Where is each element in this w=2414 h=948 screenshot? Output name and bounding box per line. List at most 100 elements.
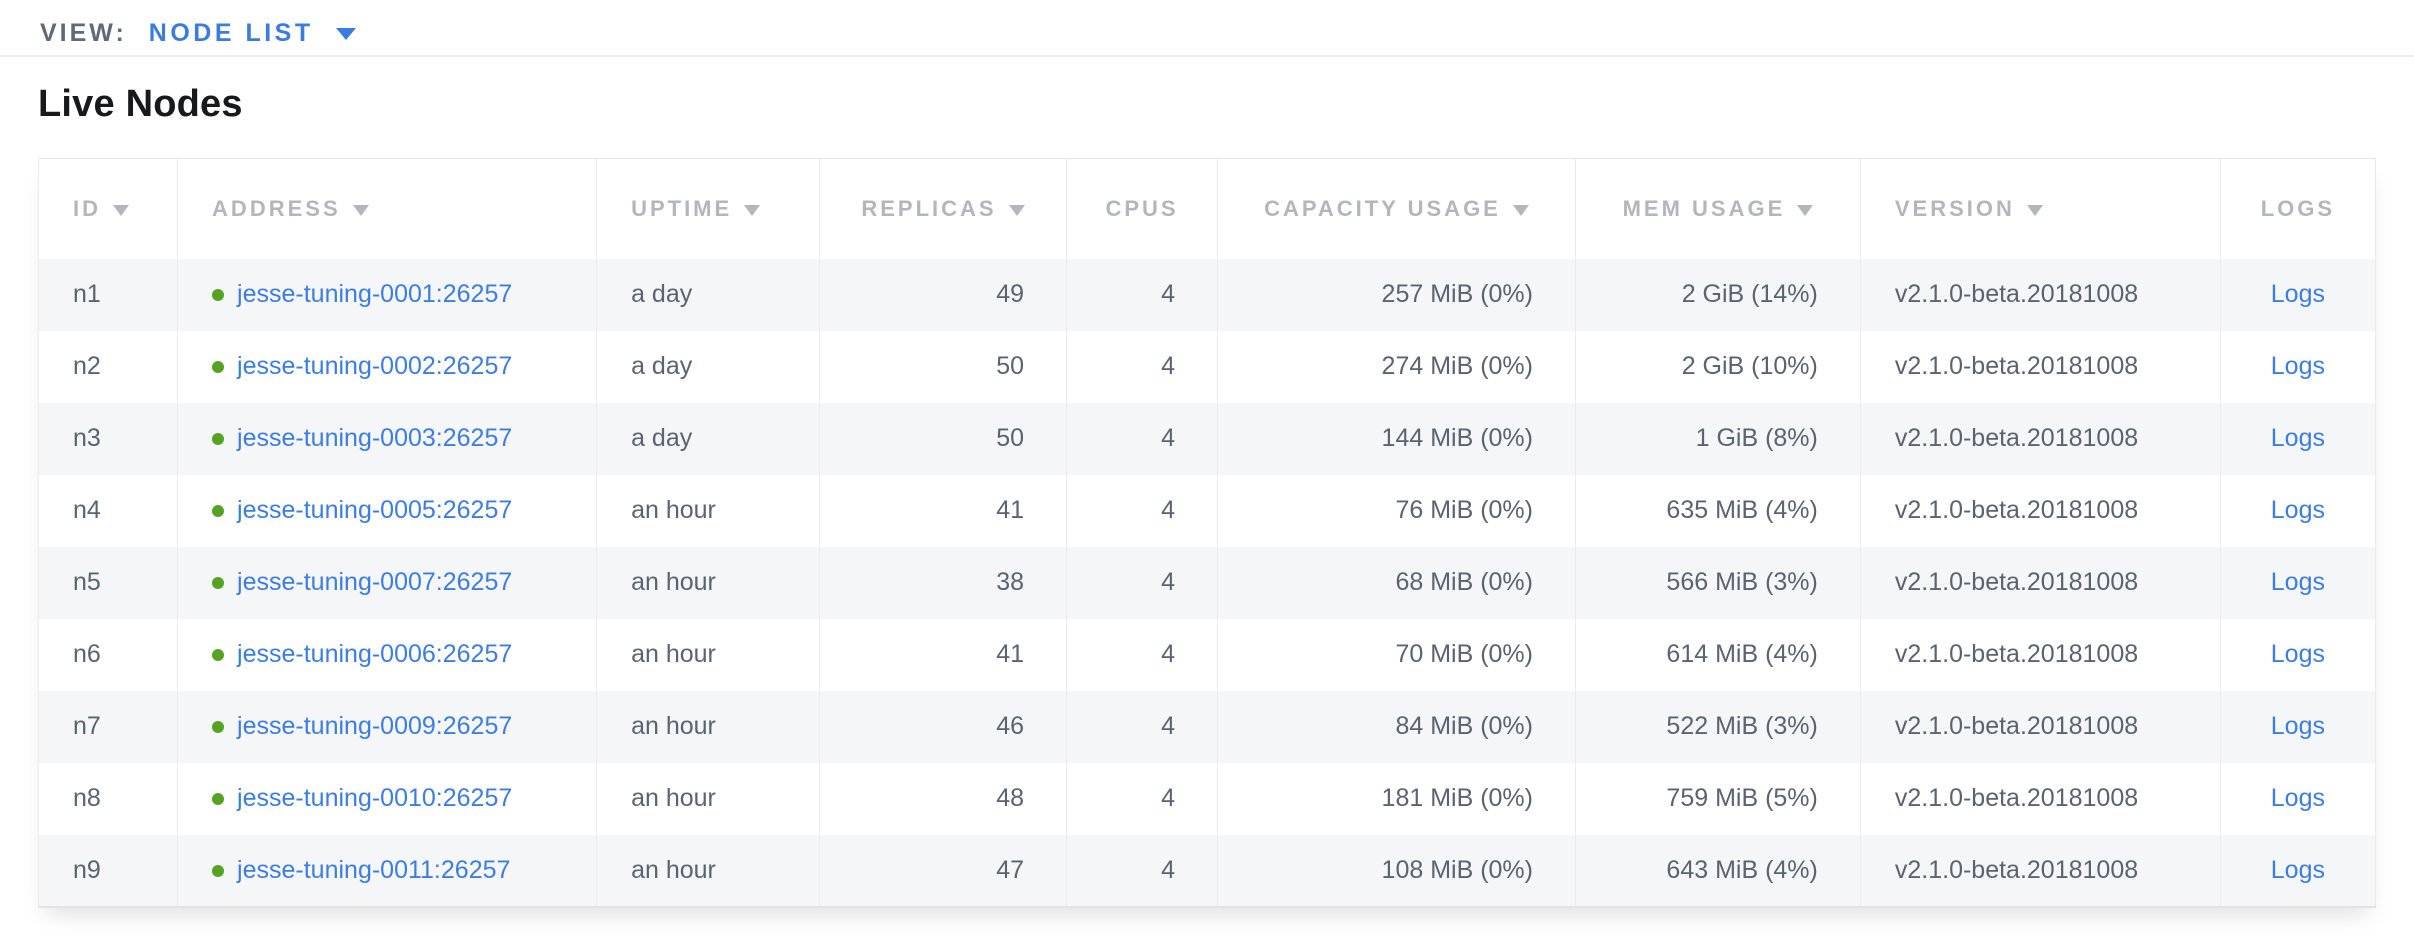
table-header-row: ID ADDRESS UPTIME REPLICAS CPUS CAPACITY…: [37, 158, 2377, 259]
logs-link[interactable]: Logs: [2270, 640, 2325, 668]
sort-arrow-icon: [1008, 204, 1025, 216]
node-address-cell: jesse-tuning-0006:26257: [177, 618, 598, 691]
column-header-id[interactable]: ID: [37, 158, 179, 259]
table-row: n3 jesse-tuning-0003:26257 a day 50 4 14…: [37, 402, 2377, 475]
column-header-mem-usage[interactable]: MEM USAGE: [1575, 158, 1861, 259]
column-header-address[interactable]: ADDRESS: [177, 158, 598, 259]
uptime-cell: a day: [596, 330, 820, 403]
cpus-cell: 4: [1066, 402, 1218, 475]
cpus-cell: 4: [1066, 258, 1218, 331]
cpus-cell: 4: [1066, 690, 1218, 763]
replicas-cell: 46: [818, 690, 1068, 763]
replicas-cell: 47: [818, 834, 1068, 907]
version-cell: v2.1.0-beta.20181008: [1859, 546, 2221, 619]
cpus-cell: 4: [1066, 546, 1218, 619]
logs-link[interactable]: Logs: [2270, 352, 2325, 380]
view-selected-value: NODE LIST: [148, 19, 314, 47]
replicas-cell: 38: [818, 546, 1068, 619]
column-header-replicas[interactable]: REPLICAS: [818, 158, 1068, 259]
capacity-usage-cell: 274 MiB (0%): [1216, 330, 1577, 403]
node-address-link[interactable]: jesse-tuning-0005:26257: [237, 496, 513, 524]
capacity-usage-cell: 70 MiB (0%): [1216, 618, 1577, 691]
mem-usage-cell: 635 MiB (4%): [1575, 474, 1861, 547]
view-bar: VIEW: NODE LIST: [0, 0, 2414, 57]
logs-link[interactable]: Logs: [2270, 496, 2325, 524]
node-id-cell: n8: [37, 762, 179, 835]
table-row: n8 jesse-tuning-0010:26257 an hour 48 4 …: [37, 762, 2377, 835]
capacity-usage-cell: 108 MiB (0%): [1216, 834, 1577, 907]
sort-arrow-icon: [744, 204, 761, 216]
version-cell: v2.1.0-beta.20181008: [1859, 618, 2221, 691]
replicas-cell: 50: [818, 330, 1068, 403]
live-status-dot-icon: [212, 577, 225, 589]
live-nodes-section: Live Nodes ID ADDRESS UPTIME REPLICAS CP…: [0, 83, 2414, 908]
node-address-link[interactable]: jesse-tuning-0007:26257: [237, 568, 513, 596]
live-status-dot-icon: [212, 793, 225, 805]
logs-link[interactable]: Logs: [2270, 568, 2325, 596]
cpus-cell: 4: [1066, 474, 1218, 547]
mem-usage-cell: 643 MiB (4%): [1575, 834, 1861, 907]
node-address-link[interactable]: jesse-tuning-0011:26257: [237, 855, 511, 884]
logs-link[interactable]: Logs: [2270, 712, 2325, 740]
uptime-cell: an hour: [596, 618, 820, 691]
column-header-capacity-usage[interactable]: CAPACITY USAGE: [1216, 158, 1577, 259]
node-id-cell: n5: [37, 546, 179, 619]
node-address-cell: jesse-tuning-0011:26257: [177, 834, 598, 907]
node-id-cell: n4: [37, 474, 179, 547]
mem-usage-cell: 522 MiB (3%): [1575, 690, 1861, 763]
logs-cell: Logs: [2219, 474, 2377, 547]
uptime-cell: a day: [596, 402, 820, 475]
view-selector-dropdown[interactable]: NODE LIST: [149, 19, 356, 48]
capacity-usage-cell: 68 MiB (0%): [1216, 546, 1577, 619]
node-address-cell: jesse-tuning-0002:26257: [177, 330, 598, 403]
live-status-dot-icon: [212, 721, 225, 733]
logs-link[interactable]: Logs: [2270, 424, 2325, 452]
replicas-cell: 41: [818, 618, 1068, 691]
mem-usage-cell: 614 MiB (4%): [1575, 618, 1861, 691]
live-status-dot-icon: [212, 289, 225, 301]
node-address-link[interactable]: jesse-tuning-0009:26257: [237, 712, 513, 740]
column-header-uptime[interactable]: UPTIME: [596, 158, 820, 259]
live-status-dot-icon: [212, 649, 225, 661]
node-address-cell: jesse-tuning-0001:26257: [177, 258, 598, 331]
node-address-link[interactable]: jesse-tuning-0003:26257: [237, 424, 513, 452]
node-address-link[interactable]: jesse-tuning-0002:26257: [237, 352, 513, 380]
node-address-cell: jesse-tuning-0010:26257: [177, 762, 598, 835]
logs-link[interactable]: Logs: [2270, 855, 2325, 884]
node-id-cell: n1: [37, 258, 179, 331]
logs-link[interactable]: Logs: [2270, 280, 2325, 308]
node-address-cell: jesse-tuning-0007:26257: [177, 546, 598, 619]
node-address-cell: jesse-tuning-0009:26257: [177, 690, 598, 763]
uptime-cell: an hour: [596, 834, 820, 907]
cpus-cell: 4: [1066, 762, 1218, 835]
cpus-cell: 4: [1066, 330, 1218, 403]
capacity-usage-cell: 181 MiB (0%): [1216, 762, 1577, 835]
node-address-link[interactable]: jesse-tuning-0006:26257: [237, 640, 513, 668]
table-row: n5 jesse-tuning-0007:26257 an hour 38 4 …: [37, 546, 2377, 619]
cpus-cell: 4: [1066, 618, 1218, 691]
replicas-cell: 41: [818, 474, 1068, 547]
column-header-version[interactable]: VERSION: [1859, 158, 2221, 259]
version-cell: v2.1.0-beta.20181008: [1859, 834, 2221, 907]
node-id-cell: n2: [37, 330, 179, 403]
version-cell: v2.1.0-beta.20181008: [1859, 474, 2221, 547]
logs-cell: Logs: [2219, 546, 2377, 619]
logs-link[interactable]: Logs: [2270, 784, 2325, 812]
view-label: VIEW:: [40, 19, 127, 47]
node-address-link[interactable]: jesse-tuning-0010:26257: [237, 784, 513, 812]
mem-usage-cell: 566 MiB (3%): [1575, 546, 1861, 619]
table-row: n1 jesse-tuning-0001:26257 a day 49 4 25…: [37, 258, 2377, 331]
table-row: n6 jesse-tuning-0006:26257 an hour 41 4 …: [37, 618, 2377, 691]
sort-arrow-icon: [1512, 204, 1529, 216]
live-nodes-table: ID ADDRESS UPTIME REPLICAS CPUS CAPACITY…: [37, 158, 2377, 908]
version-cell: v2.1.0-beta.20181008: [1859, 762, 2221, 835]
table-row: n7 jesse-tuning-0009:26257 an hour 46 4 …: [37, 690, 2377, 763]
capacity-usage-cell: 144 MiB (0%): [1216, 402, 1577, 475]
logs-cell: Logs: [2219, 330, 2377, 403]
node-address-link[interactable]: jesse-tuning-0001:26257: [237, 280, 513, 308]
logs-cell: Logs: [2219, 834, 2377, 907]
column-header-logs: LOGS: [2219, 158, 2377, 259]
live-status-dot-icon: [212, 361, 225, 373]
uptime-cell: an hour: [596, 762, 820, 835]
replicas-cell: 48: [818, 762, 1068, 835]
